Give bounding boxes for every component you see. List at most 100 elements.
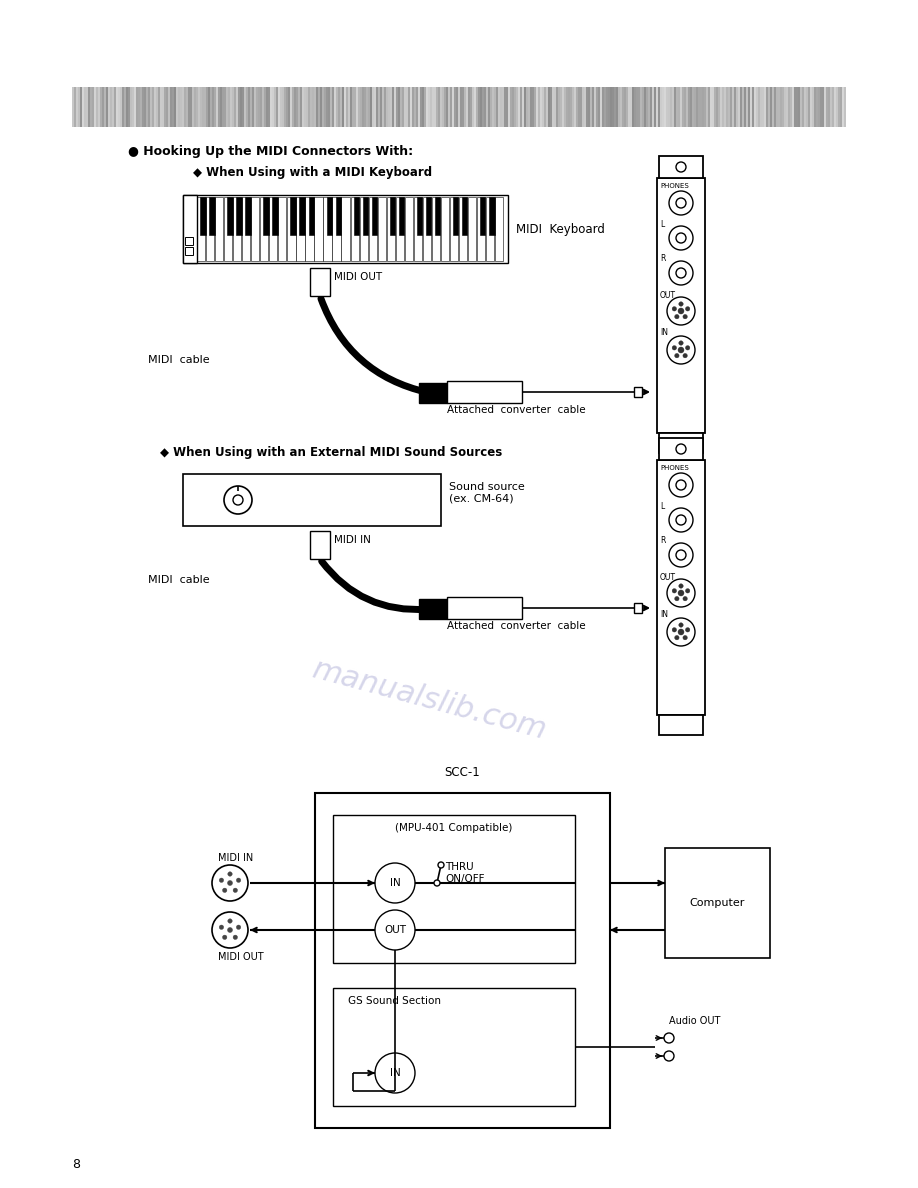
Bar [770,87,772,127]
Bar [580,87,582,127]
Circle shape [434,880,440,886]
Bar [372,197,377,235]
Bar [642,87,644,127]
Text: MIDI OUT: MIDI OUT [218,952,263,962]
Bar [688,87,690,127]
Bar [362,87,364,127]
Bar [422,87,424,127]
Bar [730,87,732,127]
Bar [316,87,318,127]
Bar [659,432,703,453]
Bar [659,438,703,460]
Bar [166,87,168,127]
Bar [612,87,614,127]
Bar [264,87,266,127]
Bar [98,87,100,127]
Circle shape [233,935,238,940]
Bar [490,87,492,127]
Bar [314,197,322,261]
Bar [652,87,654,127]
Bar [240,87,242,127]
Bar [456,87,458,127]
Text: PHONES: PHONES [660,183,688,189]
Bar [422,197,431,261]
Bar [263,197,269,235]
Text: THRU
ON/OFF: THRU ON/OFF [445,862,485,884]
Bar [644,87,646,127]
Bar [183,474,441,526]
Bar [206,197,214,261]
Bar [694,87,696,127]
Bar [400,87,402,127]
Bar [686,87,688,127]
Circle shape [375,862,415,903]
Bar [684,87,686,127]
Bar [134,87,136,127]
Bar [368,87,370,127]
Bar [406,87,408,127]
Bar [360,87,362,127]
Circle shape [236,925,241,929]
Bar [824,87,826,127]
Bar [332,197,341,261]
Bar [650,87,652,127]
Bar [322,87,324,127]
Bar [762,87,764,127]
Bar [448,87,450,127]
Text: OUT: OUT [660,573,676,582]
Bar [88,87,90,127]
Circle shape [669,508,693,532]
Circle shape [672,346,677,350]
Circle shape [675,315,679,318]
Bar [382,87,384,127]
Bar [434,87,436,127]
Bar [270,87,272,127]
Bar [358,87,360,127]
Circle shape [667,579,695,607]
Bar [386,197,395,261]
Text: Attached  converter  cable: Attached converter cable [447,621,586,631]
Bar [323,197,331,261]
Bar [447,598,522,619]
Bar [190,87,192,127]
Bar [598,87,600,127]
Text: 8: 8 [72,1158,80,1171]
Bar [350,87,352,127]
Text: MIDI  cable: MIDI cable [148,575,209,584]
Bar [82,87,84,127]
Bar [540,87,542,127]
Bar [278,197,286,261]
Circle shape [438,862,444,868]
Bar [233,197,241,261]
Bar [718,87,720,127]
Bar [363,197,368,235]
Bar [666,87,668,127]
Bar [444,87,446,127]
Bar [484,87,486,127]
Circle shape [676,550,686,560]
Bar [578,87,580,127]
Bar [420,87,422,127]
Bar [86,87,88,127]
Bar [366,87,368,127]
Circle shape [212,865,248,901]
Bar [570,87,572,127]
Circle shape [228,872,232,877]
Bar [132,87,134,127]
Bar [354,87,356,127]
Bar [162,87,164,127]
Bar [306,87,308,127]
Text: MIDI IN: MIDI IN [218,853,253,862]
Bar [638,87,640,127]
Bar [440,87,442,127]
Bar [185,247,193,255]
Bar [480,87,482,127]
Bar [314,87,316,127]
Bar [596,87,598,127]
Bar [776,87,778,127]
Bar [764,87,766,127]
Bar [80,87,82,127]
Bar [514,87,516,127]
Bar [78,87,80,127]
Bar [550,87,552,127]
